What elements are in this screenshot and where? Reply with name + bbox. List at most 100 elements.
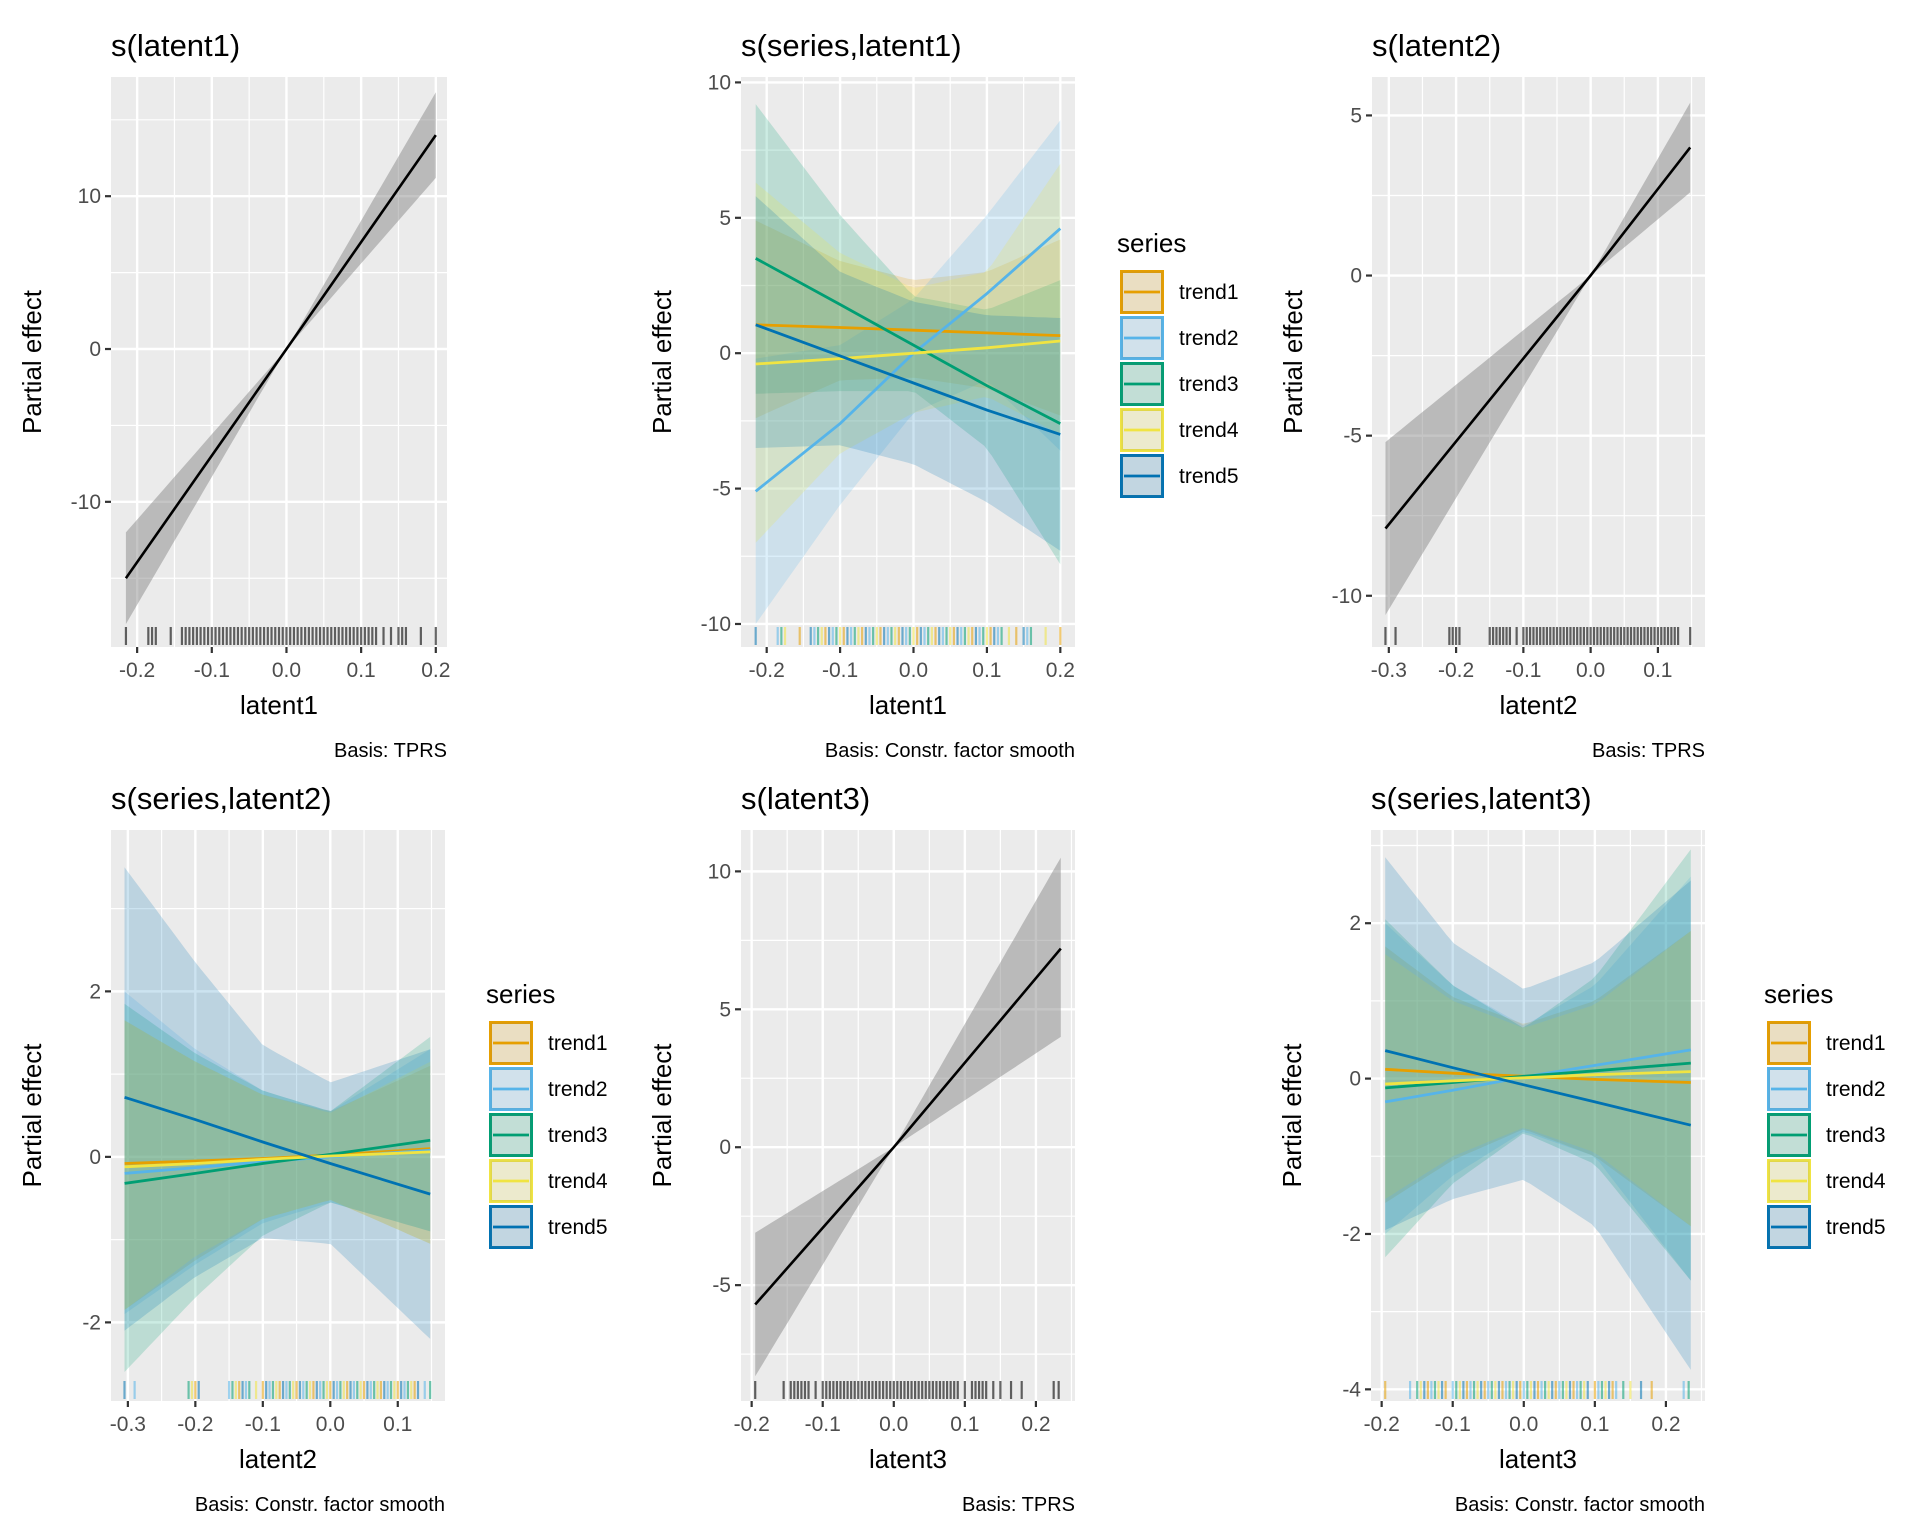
- y-tick-label: -2: [82, 1311, 101, 1334]
- ci-ribbon-trend4: [1385, 931, 1691, 1227]
- ci-ribbon-s(latent3): [755, 857, 1061, 1377]
- legend-item-trend3: trend3: [1767, 1113, 1886, 1157]
- caption: Basis: Constr. factor smooth: [195, 1494, 445, 1516]
- legend-label: trend1: [548, 1032, 608, 1055]
- legend-title: series: [486, 979, 555, 1009]
- legend-item-trend4: trend4: [1767, 1159, 1886, 1203]
- legend-item-trend3: trend3: [1120, 362, 1239, 406]
- legend-item-trend4: trend4: [489, 1159, 608, 1203]
- ci-ribbon-trend2: [1385, 876, 1691, 1281]
- y-tick-label: 0: [89, 1146, 101, 1169]
- x-tick-label: 0.0: [272, 659, 301, 682]
- smooth-line-trend3: [755, 257, 1061, 425]
- x-tick-label: -0.2: [1438, 659, 1474, 682]
- panel-title: s(latent3): [741, 781, 870, 816]
- ci-ribbon-trend3: [124, 1003, 431, 1372]
- x-tick-label: 0.1: [1580, 1413, 1609, 1436]
- x-tick-label: 0.0: [879, 1413, 908, 1436]
- ci-ribbon-trend5: [124, 867, 431, 1339]
- legend-item-trend4: trend4: [1120, 408, 1239, 452]
- plot-background: [741, 830, 1075, 1401]
- legend-label: trend3: [548, 1124, 608, 1147]
- x-tick-label: -0.3: [1371, 659, 1407, 682]
- y-tick-label: -10: [71, 491, 101, 514]
- x-axis-title: latent2: [239, 1444, 317, 1474]
- legend-label: trend2: [548, 1078, 608, 1101]
- x-tick-label: -0.1: [805, 1413, 841, 1436]
- x-tick-label: 0.1: [1643, 659, 1672, 682]
- legend-label: trend2: [1179, 327, 1239, 350]
- legend-item-trend1: trend1: [489, 1021, 608, 1065]
- caption: Basis: TPRS: [1592, 740, 1705, 762]
- panel-title: s(latent1): [111, 28, 240, 63]
- x-axis-title: latent2: [1499, 690, 1577, 720]
- legend-label: trend5: [548, 1216, 608, 1239]
- smooth-line-trend3: [124, 1138, 431, 1185]
- smooth-line-trend1: [755, 323, 1061, 337]
- legend-label: trend5: [1826, 1216, 1886, 1239]
- x-tick-label: -0.2: [734, 1413, 770, 1436]
- x-tick-label: 0.1: [383, 1413, 412, 1436]
- panel-title: s(series,latent2): [111, 781, 332, 816]
- legend-label: trend4: [548, 1170, 608, 1193]
- smooth-line-trend4: [1385, 1070, 1691, 1086]
- legend: series trend1 trend2 trend3 trend4 trend5: [1764, 979, 1886, 1249]
- legend-item-trend2: trend2: [1767, 1067, 1886, 1111]
- legend-label: trend3: [1826, 1124, 1886, 1147]
- x-tick-label: 0.0: [316, 1413, 345, 1436]
- x-tick-label: -0.2: [1364, 1413, 1400, 1436]
- legend-item-trend5: trend5: [489, 1205, 608, 1249]
- x-tick-label: -0.3: [110, 1413, 146, 1436]
- y-tick-label: 0: [1349, 1068, 1361, 1091]
- legend-label: trend5: [1179, 465, 1239, 488]
- y-axis-title: Partial effect: [17, 289, 47, 434]
- x-tick-label: 0.2: [1046, 659, 1075, 682]
- caption: Basis: TPRS: [334, 740, 447, 762]
- x-tick-label: -0.1: [245, 1413, 281, 1436]
- panel-title: s(series,latent1): [741, 28, 962, 63]
- panel-title: s(latent2): [1372, 28, 1501, 63]
- caption: Basis: TPRS: [962, 1494, 1075, 1516]
- y-tick-label: -5: [712, 478, 731, 501]
- ci-ribbon-trend1: [124, 1020, 431, 1310]
- smooth-line-trend5: [1384, 1049, 1692, 1127]
- legend-label: trend3: [1179, 373, 1239, 396]
- x-tick-label: -0.1: [194, 659, 230, 682]
- panel-5: -0.2 -0.1 0.0 0.1 0.2 -5 0 5 10 s(latent3) latent3…: [647, 781, 1075, 1516]
- legend-label: trend1: [1179, 281, 1239, 304]
- y-tick-label: 10: [708, 71, 731, 94]
- y-tick-label: -10: [1332, 585, 1362, 608]
- panel-1: -0.2 -0.1 0.0 0.1 0.2 -10 0 10 s(latent1) latent1…: [17, 28, 450, 762]
- y-axis-title: Partial effect: [647, 289, 677, 434]
- x-tick-label: -0.1: [1505, 659, 1541, 682]
- y-tick-label: 0: [719, 1136, 731, 1159]
- legend-item-trend1: trend1: [1767, 1021, 1886, 1065]
- ci-ribbon-trend1: [755, 220, 1061, 419]
- x-tick-label: -0.1: [822, 659, 858, 682]
- y-tick-label: -4: [1342, 1378, 1361, 1401]
- plot-background: [1372, 77, 1705, 647]
- y-tick-label: 10: [708, 860, 731, 883]
- y-axis-title: Partial effect: [17, 1043, 47, 1188]
- y-tick-label: 5: [1350, 104, 1362, 127]
- legend-item-trend5: trend5: [1120, 454, 1239, 498]
- ci-ribbon-trend2: [755, 120, 1061, 625]
- caption: Basis: Constr. factor smooth: [825, 740, 1075, 762]
- ci-ribbon-trend1: [1385, 931, 1691, 1227]
- x-tick-label: 0.0: [1576, 659, 1605, 682]
- y-tick-label: 0: [719, 342, 731, 365]
- legend-item-trend2: trend2: [1120, 316, 1239, 360]
- smooth-line-trend4: [124, 1150, 431, 1169]
- ci-ribbon-s(latent2): [1385, 102, 1691, 616]
- x-tick-label: -0.2: [119, 659, 155, 682]
- y-tick-label: 5: [719, 207, 731, 230]
- plot-background: [111, 830, 445, 1401]
- y-tick-label: 2: [1349, 912, 1361, 935]
- legend-item-trend3: trend3: [489, 1113, 608, 1157]
- y-tick-label: 0: [89, 338, 101, 361]
- x-axis-title: latent3: [869, 1444, 947, 1474]
- x-axis-title: latent3: [1499, 1444, 1577, 1474]
- smooth-line-trend3: [1385, 1061, 1691, 1090]
- legend-label: trend4: [1179, 419, 1239, 442]
